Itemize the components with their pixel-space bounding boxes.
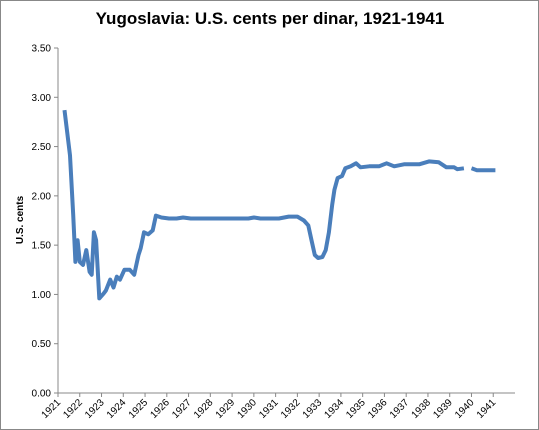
y-tick-label: 0.50 xyxy=(32,339,52,350)
y-tick-label: 3.50 xyxy=(32,44,52,55)
y-tick-label: 2.50 xyxy=(32,142,52,153)
y-tick-label: 2.00 xyxy=(32,191,52,202)
y-axis-label: U.S. cents xyxy=(15,195,26,244)
data-line xyxy=(62,109,496,301)
chart-title: Yugoslavia: U.S. cents per dinar, 1921-1… xyxy=(96,9,445,28)
y-tick-label: 3.00 xyxy=(32,93,52,104)
y-tick-label: 1.00 xyxy=(32,290,52,301)
y-tick-label: 1.50 xyxy=(32,241,52,252)
y-tick-label: 0.00 xyxy=(32,389,52,400)
